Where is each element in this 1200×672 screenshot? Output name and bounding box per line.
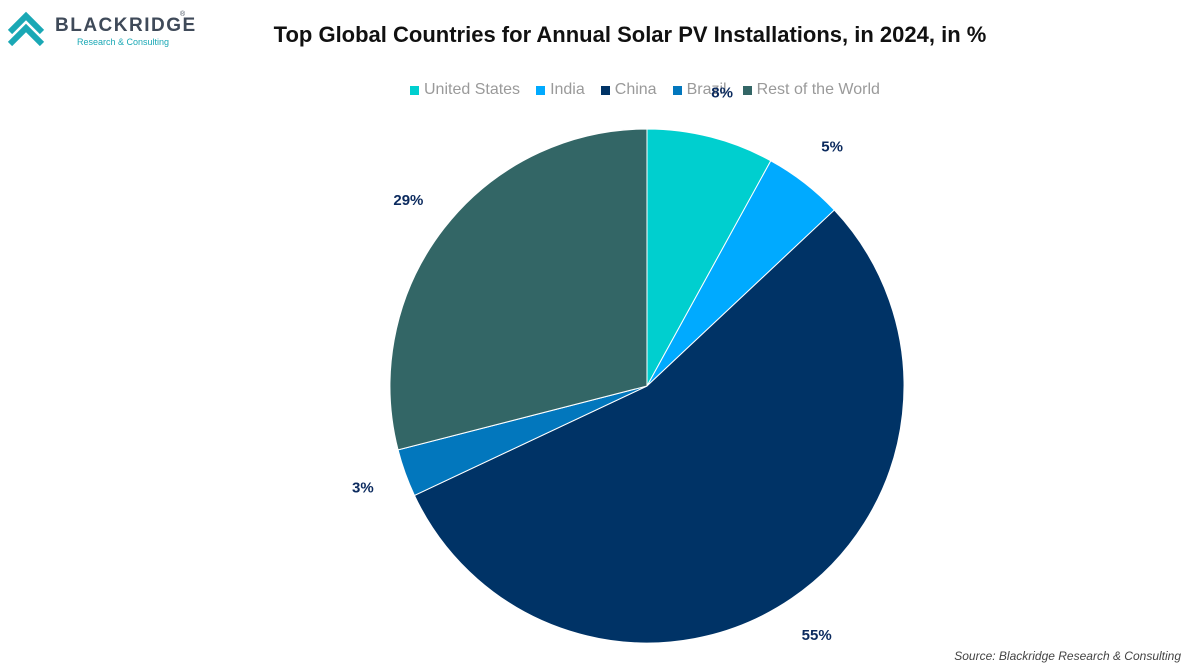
legend-item: India <box>536 81 585 99</box>
legend-label: China <box>614 81 657 98</box>
brand-name: BLACKRIDGE <box>55 15 197 36</box>
slice-data-label: 8% <box>711 84 733 101</box>
pie-slice <box>413 209 905 644</box>
legend-item: China <box>600 81 657 99</box>
legend-swatch <box>410 85 419 95</box>
legend-label: United States <box>424 81 521 98</box>
legend-label: Rest of the World <box>756 81 880 98</box>
chart-legend: United States India China Brazil Rest of the… <box>410 81 910 99</box>
slice-data-label: 55% <box>802 627 832 644</box>
slice-data-label: 29% <box>393 192 423 209</box>
legend-label: Brazil <box>686 81 727 98</box>
brand-mark-icon <box>7 11 45 46</box>
legend-swatch <box>536 85 546 95</box>
slice-data-label: 5% <box>821 138 843 155</box>
slice-data-label: 3% <box>352 479 374 496</box>
brand-tagline: Research & Consulting <box>77 37 170 47</box>
chart-title: Top Global Countries for Annual Solar PV… <box>273 22 987 47</box>
brand-registered-mark: ® <box>180 11 186 18</box>
legend-label: India <box>550 81 585 98</box>
brand-logo: BLACKRIDGE ® Research & Consulting <box>6 6 196 48</box>
pie-slice <box>646 128 772 387</box>
legend-item: Brazil <box>672 81 727 99</box>
legend-item: United States <box>410 81 520 99</box>
legend-swatch <box>600 85 610 95</box>
pie-slice <box>389 128 648 451</box>
legend-swatch <box>672 85 682 95</box>
source-note: Source: Blackridge Research & Consulting <box>954 649 1181 663</box>
legend-swatch <box>742 85 752 95</box>
legend-item: Rest of the World <box>742 81 880 99</box>
